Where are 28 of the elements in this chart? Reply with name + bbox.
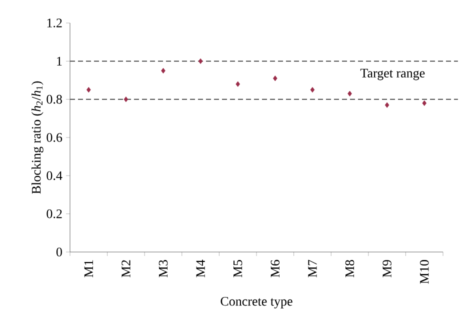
y-tick-label: 0.4 xyxy=(46,171,62,180)
x-tick-label: M8 xyxy=(345,260,354,278)
point xyxy=(198,58,203,64)
x-tick-label: M9 xyxy=(382,260,392,278)
y-tick-label: 0.6 xyxy=(46,133,62,142)
y-axis-title: Blocking ratio (h$_{2}$/h$_{1}$) xyxy=(32,81,44,194)
point xyxy=(310,86,315,93)
y-tick-label: 1.2 xyxy=(47,18,62,28)
x-tick-label: M6 xyxy=(270,260,280,278)
y-tick-label: 0.8 xyxy=(46,94,62,104)
y-tick-label: 0 xyxy=(56,248,62,256)
x-axis-title: Concrete type xyxy=(220,296,292,308)
point xyxy=(384,102,390,108)
annotation: Target range xyxy=(360,68,425,80)
point xyxy=(348,90,352,96)
y-tick-label: 1 xyxy=(57,56,62,66)
x-tick-label: M4 xyxy=(196,260,205,278)
x-tick-label: M3 xyxy=(158,260,168,278)
x-tick-label: M10 xyxy=(420,260,429,284)
point xyxy=(236,81,240,87)
y-tick-label: 0.2 xyxy=(46,209,62,218)
point xyxy=(273,76,278,82)
x-tick-label: M1 xyxy=(84,260,93,278)
x-tick-label: M5 xyxy=(234,260,242,278)
x-tick-label: M2 xyxy=(122,260,130,278)
x-tick-label: M7 xyxy=(308,260,317,278)
point xyxy=(422,100,426,106)
point xyxy=(124,96,128,102)
